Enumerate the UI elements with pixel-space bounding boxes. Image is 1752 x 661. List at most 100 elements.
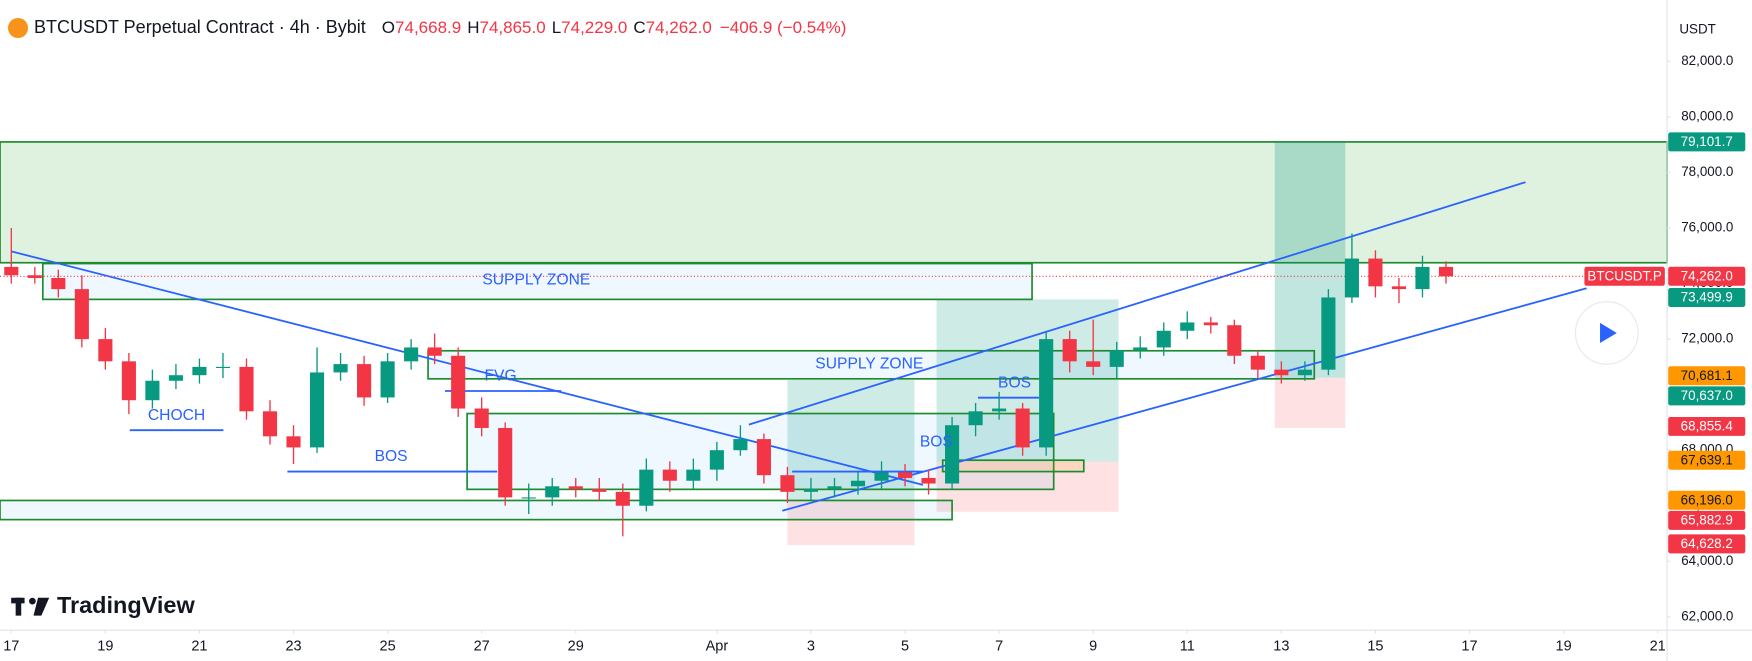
candle-body (733, 439, 748, 451)
zone (941, 459, 1085, 473)
trend-line (782, 287, 1587, 512)
zones (0, 141, 1668, 546)
candle-body (568, 486, 583, 490)
symbol-tag-label: BTCUSDT.P (1587, 268, 1661, 283)
candle-body (1086, 361, 1101, 367)
candle-body (615, 491, 630, 506)
price-badge (1668, 287, 1746, 307)
x-tick-label: 17 (3, 639, 19, 655)
candle-body (1415, 266, 1430, 290)
candle-body (545, 486, 560, 498)
y-tick-label: 64,000.0 (1681, 553, 1733, 568)
x-tick-label: 21 (1650, 639, 1666, 655)
candle-body (262, 411, 278, 437)
candle-body (4, 266, 19, 276)
zone (0, 141, 1668, 264)
candle-body (427, 347, 442, 356)
price-badge (1668, 534, 1746, 554)
annotation: SUPPLY ZONE (815, 355, 923, 372)
candle-body (1015, 408, 1030, 448)
candle-body (850, 480, 866, 487)
zone (1274, 377, 1346, 428)
candle-body (1297, 369, 1312, 376)
price-badge (1668, 450, 1746, 470)
x-tick-label: 3 (807, 639, 815, 655)
candle-body (121, 361, 136, 401)
candle-body (1203, 322, 1218, 326)
candle-body (474, 408, 489, 428)
price-badge (1668, 490, 1746, 510)
annotation: CHOCH (148, 407, 205, 424)
candle-body (874, 472, 889, 481)
play-button[interactable] (1574, 301, 1639, 365)
annotation: BOS (920, 434, 953, 451)
x-tick-label: 7 (995, 639, 1003, 655)
legend: BTCUSDT Perpetual Contract · 4h · Bybit … (8, 17, 846, 38)
candle-body (1250, 355, 1265, 370)
candle-body (286, 436, 301, 448)
x-tick-label: 25 (380, 639, 396, 655)
logo: TradingView (11, 592, 195, 618)
candle-body (168, 375, 183, 381)
price-badge-label: 79,101.7 (1681, 134, 1733, 149)
candle-body (1039, 339, 1054, 448)
candle-body (1062, 339, 1077, 362)
candle-body (27, 275, 42, 279)
logo-text: TradingView (57, 592, 195, 618)
candle-body (945, 425, 960, 484)
candle-body (992, 408, 1007, 412)
trend-line (748, 181, 1526, 426)
annotation: BOS (375, 448, 408, 465)
ohlc-key: H (467, 17, 480, 37)
y-tick-label: 80,000.0 (1681, 108, 1733, 123)
y-tick-label: 82,000.0 (1681, 53, 1733, 68)
x-tick-label: 27 (474, 639, 490, 655)
ohlc-value: 74,865.0 (479, 17, 546, 37)
candle-body (333, 364, 348, 373)
price-labels: 79,101.7 74,262.0 BTCUSDT.P 73,499.9 70,681.… (1584, 132, 1746, 554)
candle-body (921, 477, 936, 484)
ohlc-key: O (381, 17, 396, 37)
y-tick-label: 76,000.0 (1681, 220, 1733, 235)
x-tick-label: 19 (97, 639, 113, 655)
zone (427, 349, 1316, 380)
candle-body (709, 450, 724, 470)
candle-body (239, 366, 254, 412)
logo-mark (33, 597, 50, 616)
x-tick-label: 17 (1461, 639, 1477, 655)
price-badge-label: 65,882.9 (1681, 513, 1733, 528)
x-tick-label: 5 (901, 639, 909, 655)
candle-body (756, 439, 771, 476)
symbol-tag (1584, 266, 1665, 286)
annotations: SUPPLY ZONE SUPPLY ZONE FVG CHOCH BOS BOS BOS (148, 272, 1031, 466)
price-badge (1668, 510, 1746, 530)
annotation: FVG (485, 368, 517, 385)
candle-body (662, 469, 677, 481)
price-badge-label: 70,637.0 (1681, 388, 1733, 403)
candle-body (686, 469, 701, 481)
candle-body (780, 475, 795, 492)
candle-body (827, 486, 842, 490)
candle-body (1133, 347, 1148, 351)
ohlc-value: 74,262.0 (645, 17, 712, 37)
price-badge-label: 64,628.2 (1681, 536, 1733, 551)
candle-body (1321, 297, 1336, 370)
y-tick-label: 72,000.0 (1681, 331, 1733, 346)
candle-body (1180, 322, 1195, 331)
candle-body (498, 427, 513, 498)
ohlc-key: C (633, 17, 646, 37)
ohlc-value: 74,668.9 (395, 17, 462, 37)
logo-mark (29, 597, 36, 605)
symbol-title: BTCUSDT Perpetual Contract · 4h · Bybit (34, 17, 366, 37)
candle-body (74, 289, 89, 340)
price-badge-label: 66,196.0 (1681, 492, 1733, 507)
y-tick-label: 62,000.0 (1681, 608, 1733, 623)
x-tick-label: 23 (285, 639, 301, 655)
candle-body (98, 339, 113, 362)
play-icon[interactable] (1600, 322, 1617, 344)
price-badge-label: 68,855.4 (1681, 419, 1734, 434)
annotation: SUPPLY ZONE (482, 272, 590, 289)
